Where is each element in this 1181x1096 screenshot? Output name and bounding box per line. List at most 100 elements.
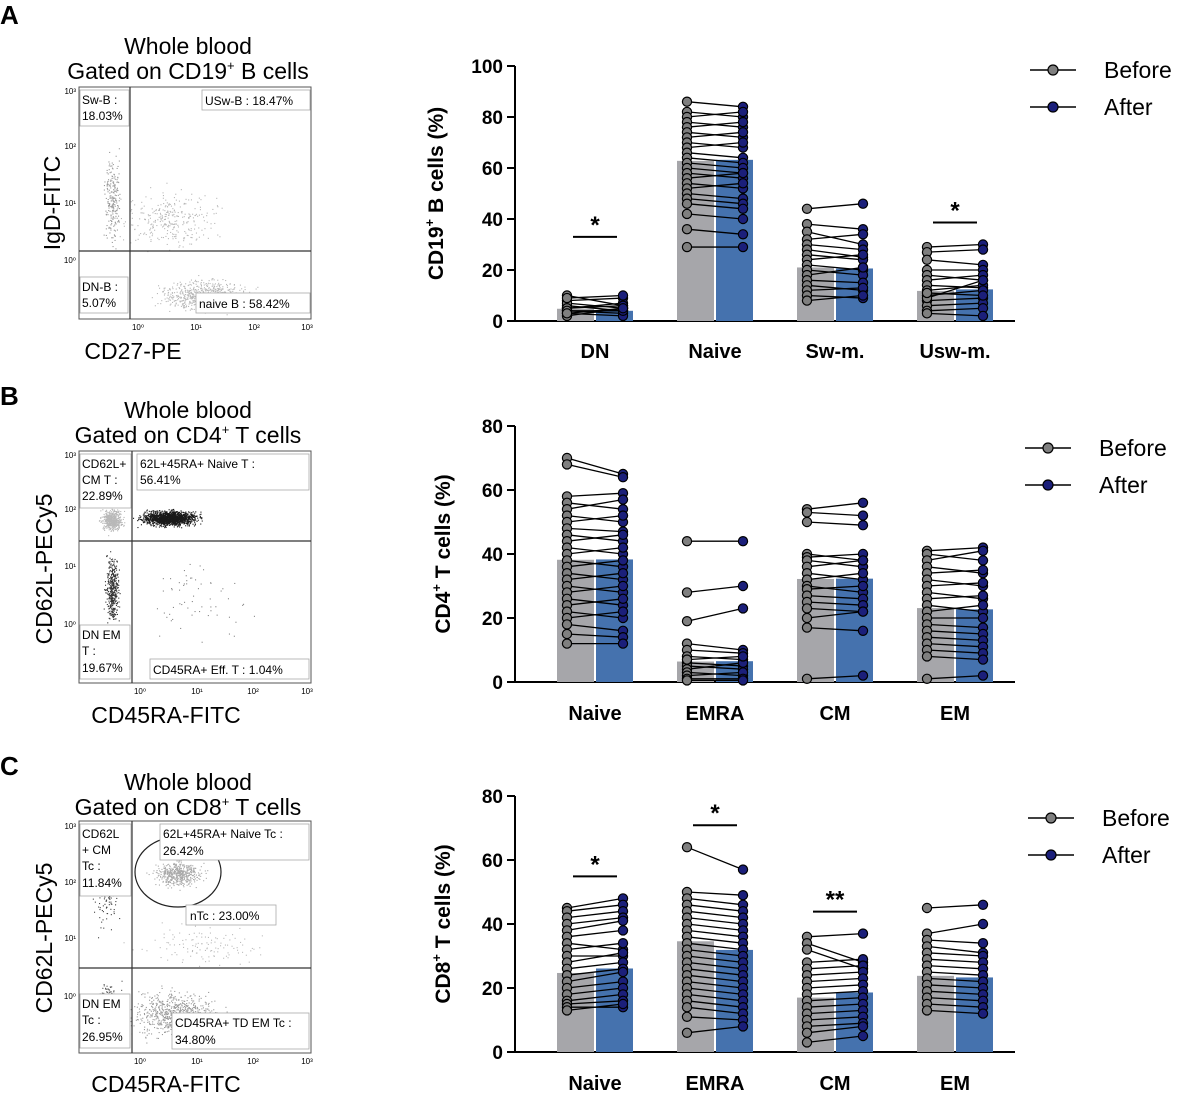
pair-line-2-1-10 — [686, 948, 744, 957]
pair-line-2-0-4 — [566, 920, 624, 932]
dot-before-2-2-14 — [801, 1027, 813, 1039]
pair-line-1-2-6 — [806, 559, 864, 568]
gate-b-dnem-label: DN EM — [82, 628, 121, 642]
category-label-0-0: DN — [581, 341, 610, 363]
pair-line-1-1-7 — [686, 665, 744, 670]
pair-line-1-0-19 — [566, 598, 624, 606]
gate-c-ntc-label: nTc : 23.00% — [190, 909, 260, 923]
dot-after-1-0-11 — [617, 542, 629, 553]
pair-line-1-1-12 — [686, 655, 744, 661]
pair-line-0-1-0 — [686, 101, 744, 108]
dot-after-0-0-8 — [617, 290, 629, 301]
pair-line-2-2-11 — [806, 1009, 864, 1015]
chart-0-ytick-label-0: 0 — [492, 312, 503, 333]
gate-box-c-ntc — [185, 904, 277, 926]
pair-line-1-3-2 — [926, 550, 984, 562]
facs-b-dots — [98, 506, 255, 674]
pair-line-1-3-13 — [926, 630, 984, 635]
dot-after-1-0-4 — [617, 494, 629, 505]
pair-line-0-3-2 — [926, 259, 984, 266]
category-label-2-2: CM — [819, 1073, 850, 1095]
gate-box-b-dnem — [79, 624, 131, 680]
facs-b-xtick-3: 10³ — [301, 687, 313, 696]
dot-before-2-1-20 — [681, 1011, 693, 1023]
dot-after-1-0-21 — [617, 606, 629, 617]
pair-line-0-0-5 — [566, 312, 624, 317]
pair-line-1-1-8 — [686, 662, 744, 670]
dot-before-1-0-24 — [561, 638, 573, 649]
legend-0: Before After — [1030, 57, 1172, 120]
dot-after-1-0-17 — [617, 580, 629, 592]
pair-line-0-1-4 — [686, 121, 744, 128]
chart-2-ylabel: CD8+ T cells (%) — [429, 844, 455, 1003]
pair-line-2-3-7 — [926, 971, 984, 976]
gate-c-dnem-value: 26.95% — [82, 1030, 123, 1044]
panel-letter-b: B — [0, 381, 19, 411]
bar-chart-a: 0 20 40 60 80 100 CD19+ B cells (%) DN Naive Sw-m… — [422, 57, 1172, 363]
dot-after-1-1-13 — [737, 675, 749, 686]
pair-line-1-0-0 — [566, 457, 624, 475]
pair-line-0-0-1 — [566, 297, 624, 302]
dot-after-1-1-2 — [737, 603, 749, 614]
facs-title-c-line1: Whole blood — [124, 769, 252, 795]
pair-line-2-2-15 — [806, 1035, 864, 1044]
pair-line-2-1-1 — [686, 891, 744, 896]
facs-c-xtick-0: 10⁰ — [134, 1057, 146, 1066]
facs-b-xlabel: CD45RA-FITC — [91, 702, 241, 728]
dot-after-0-3-14 — [977, 290, 989, 301]
pair-line-1-2-9 — [806, 585, 864, 594]
pair-line-2-0-16 — [566, 1000, 624, 1005]
category-label-1-0: Naive — [568, 703, 621, 725]
pair-line-2-0-15 — [566, 993, 624, 1002]
facs-c-ytick-0: 10⁰ — [64, 992, 76, 1001]
dot-after-0-2-15 — [857, 290, 869, 301]
legend-label-before-1: Before — [1099, 435, 1167, 461]
facs-c-ytick-2: 10² — [64, 878, 76, 887]
dot-after-0-1-4 — [737, 116, 749, 128]
facs-b-ytick-2: 10² — [64, 505, 76, 514]
dot-after-1-3-4 — [977, 564, 989, 576]
pair-line-0-3-13 — [926, 279, 984, 299]
facs-title-c-line2: Gated on CD8+ T cells — [75, 794, 302, 820]
gate-a-naiveb-label: naive B : 58.42% — [199, 297, 290, 311]
pair-line-2-1-3 — [686, 904, 744, 912]
pair-line-0-2-10 — [806, 266, 864, 276]
dot-after-2-0-9 — [617, 947, 629, 959]
dot-after-1-0-1 — [617, 472, 629, 483]
dot-after-1-3-2 — [977, 545, 989, 557]
dot-before-1-1-2 — [681, 616, 693, 627]
dot-before-2-2-15 — [801, 1037, 813, 1048]
pair-line-2-2-6 — [806, 977, 864, 983]
pair-line-2-1-19 — [686, 1006, 744, 1015]
chart-2-ytick-label-0: 0 — [492, 1043, 503, 1064]
pair-line-2-1-5 — [686, 916, 744, 925]
dot-after-0-1-6 — [737, 127, 749, 138]
facs-plot-c: Whole blood Gated on CD8+ T cells 10³ 10… — [31, 769, 313, 1096]
chart-0-ytick-label-2: 40 — [482, 210, 503, 231]
legend-marker-after-1 — [1042, 479, 1054, 491]
chart-2-ytick-label-1: 20 — [482, 979, 503, 1000]
dot-before-0-1-22 — [681, 241, 693, 253]
pair-line-1-2-12 — [806, 601, 864, 606]
dot-after-2-3-0 — [977, 899, 989, 911]
facs-title-a-line2: Gated on CD19+ B cells — [67, 58, 309, 84]
pair-line-2-3-8 — [926, 977, 984, 983]
dot-after-1-3-17 — [977, 654, 989, 665]
dot-after-1-2-14 — [857, 606, 869, 617]
pair-line-1-0-7 — [566, 527, 624, 533]
pair-line-1-0-3 — [566, 502, 624, 510]
pair-line-0-1-16 — [686, 182, 744, 190]
gate-b-cm-label2: CM T : — [82, 473, 118, 487]
dot-before-0-0-11 — [561, 308, 573, 319]
gate-b-dnem-value: 19.67% — [82, 661, 123, 675]
legend-marker-after-2 — [1045, 849, 1057, 861]
category-label-2-1: EMRA — [686, 1073, 745, 1095]
gate-box-a-naiveb — [195, 292, 311, 314]
pair-line-2-3-1 — [926, 923, 984, 935]
dot-after-1-0-15 — [617, 568, 629, 579]
gate-c-dnem-label: DN EM — [82, 997, 121, 1011]
pair-line-0-1-21 — [686, 228, 744, 235]
dot-after-0-1-2 — [737, 106, 749, 118]
pair-line-2-1-12 — [686, 961, 744, 970]
